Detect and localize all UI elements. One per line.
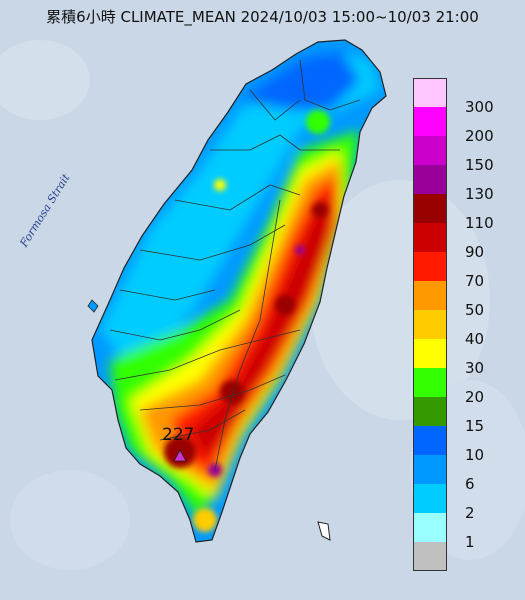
legend-label: 30 <box>465 359 485 377</box>
green-island <box>317 521 331 541</box>
legend-swatch <box>413 513 447 542</box>
legend-label: 6 <box>465 475 475 493</box>
legend-label: 110 <box>465 214 494 232</box>
legend-swatch <box>413 165 447 194</box>
legend-label: 10 <box>465 446 485 464</box>
legend-label: 40 <box>465 330 485 348</box>
legend-label: 200 <box>465 127 494 145</box>
max-rainfall-marker <box>173 449 187 462</box>
legend-swatch <box>413 194 447 223</box>
legend-label: 150 <box>465 156 494 174</box>
legend-swatch <box>413 426 447 455</box>
legend-swatch <box>413 252 447 281</box>
legend-swatch <box>413 339 447 368</box>
island-outline <box>91 39 387 543</box>
legend-label: 1 <box>465 533 475 551</box>
legend-swatch <box>413 397 447 426</box>
legend-swatch <box>413 368 447 397</box>
legend-swatch <box>413 107 447 136</box>
legend-label: 300 <box>465 98 494 116</box>
legend-swatch <box>413 542 447 571</box>
legend-label: 70 <box>465 272 485 290</box>
legend-swatch <box>413 484 447 513</box>
legend-swatch <box>413 310 447 339</box>
county-boundaries <box>109 59 361 471</box>
legend-label: 2 <box>465 504 475 522</box>
legend-swatch <box>413 136 447 165</box>
legend-swatch <box>413 455 447 484</box>
max-value-label: 227 <box>162 425 195 445</box>
legend-label: 15 <box>465 417 485 435</box>
legend-swatch <box>413 281 447 310</box>
legend-label: 20 <box>465 388 485 406</box>
legend-label: 50 <box>465 301 485 319</box>
legend-swatch <box>413 223 447 252</box>
legend-label: 90 <box>465 243 485 261</box>
rainfall-legend: 300 200 150 130 110 90 70 50 40 30 20 15 10 6 2 1 <box>413 78 511 572</box>
legend-label: 130 <box>465 185 494 203</box>
legend-swatch <box>413 78 447 107</box>
map-title: 累積6小時 CLIMATE_MEAN 2024/10/03 15:00~10/0… <box>46 8 479 26</box>
penghu-island <box>87 299 99 313</box>
